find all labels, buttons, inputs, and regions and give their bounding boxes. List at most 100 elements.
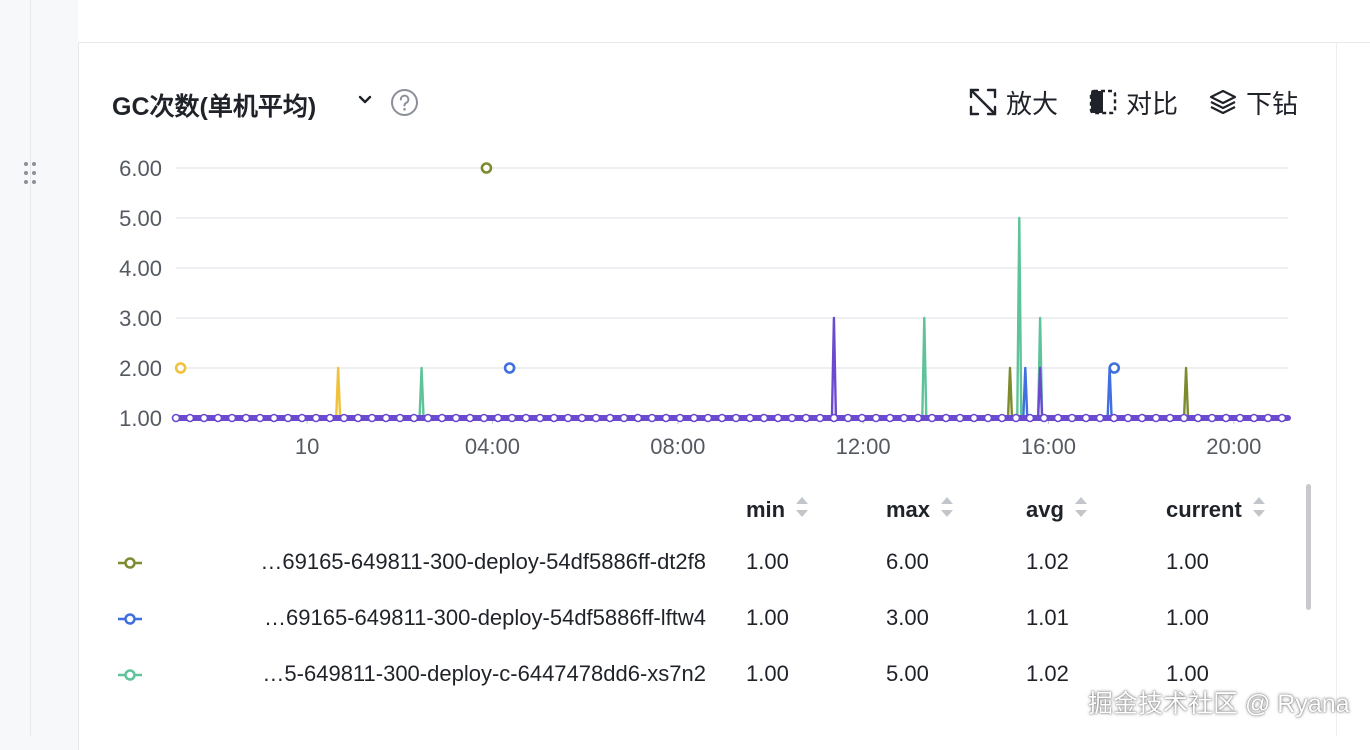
series-point bbox=[255, 413, 265, 423]
series-point bbox=[661, 413, 671, 423]
series-point bbox=[997, 413, 1007, 423]
series-point bbox=[480, 162, 493, 174]
col-header-avg-label: avg bbox=[1026, 497, 1064, 522]
series-point bbox=[1193, 413, 1203, 423]
series-spike bbox=[334, 366, 342, 419]
y-tick-label: 5.00 bbox=[119, 206, 162, 231]
col-header-min-label: min bbox=[746, 497, 786, 522]
y-tick-label: 4.00 bbox=[119, 256, 162, 281]
series-point bbox=[703, 413, 713, 423]
series-point bbox=[1165, 413, 1175, 423]
sort-icon bbox=[1074, 495, 1088, 525]
series-point bbox=[283, 413, 293, 423]
series-point bbox=[1108, 362, 1121, 374]
series-spike bbox=[1182, 366, 1190, 419]
series-point bbox=[955, 413, 965, 423]
series-point bbox=[1039, 413, 1049, 423]
col-header-min[interactable]: min bbox=[746, 495, 809, 525]
series-point bbox=[213, 413, 223, 423]
series-point bbox=[409, 413, 419, 423]
series-point bbox=[773, 413, 783, 423]
series-spike bbox=[1016, 216, 1023, 419]
series-point bbox=[885, 413, 895, 423]
series-marker-icon bbox=[118, 667, 142, 688]
chevron-down-icon[interactable] bbox=[357, 93, 373, 112]
legend-row[interactable]: …69165-649811-300-deploy-54df5886ff-lftw… bbox=[112, 601, 1302, 641]
legend-row[interactable]: …5-649811-300-deploy-c-6447478dd6-xs7n2 … bbox=[112, 657, 1302, 697]
series-avg: 1.02 bbox=[1026, 661, 1069, 686]
drill-label: 下钻 bbox=[1246, 88, 1299, 119]
section-header bbox=[78, 0, 1370, 43]
series-point bbox=[591, 413, 601, 423]
series-avg: 1.01 bbox=[1026, 605, 1069, 630]
series-point bbox=[563, 413, 573, 423]
series-point bbox=[325, 413, 335, 423]
series-point bbox=[1081, 413, 1091, 423]
series-point bbox=[241, 413, 251, 423]
series-spike bbox=[1006, 366, 1014, 419]
legend-scrollbar[interactable] bbox=[1306, 484, 1311, 610]
compare-label: 对比 bbox=[1126, 88, 1179, 119]
zoom-button[interactable]: 放大 bbox=[968, 86, 1059, 119]
y-tick-label: 1.00 bbox=[119, 406, 162, 431]
x-tick-label: 20:00 bbox=[1206, 434, 1261, 459]
series-point bbox=[577, 413, 587, 423]
series-spike bbox=[921, 316, 928, 419]
series-max: 6.00 bbox=[886, 549, 929, 574]
legend-row[interactable]: …69165-649811-300-deploy-54df5886ff-dt2f… bbox=[112, 545, 1302, 585]
series-max: 5.00 bbox=[886, 661, 929, 686]
series-point bbox=[843, 413, 853, 423]
series-point bbox=[437, 413, 447, 423]
panel-divider bbox=[1336, 42, 1337, 736]
left-rail bbox=[0, 0, 30, 736]
series-point bbox=[1095, 413, 1105, 423]
watermark: 掘金技术社区 @ Ryana bbox=[1088, 690, 1350, 718]
series-point bbox=[1263, 413, 1273, 423]
series-point bbox=[507, 413, 517, 423]
series-point bbox=[465, 413, 475, 423]
series-point bbox=[633, 413, 643, 423]
series-marker-icon bbox=[118, 555, 142, 576]
series-current: 1.00 bbox=[1166, 549, 1209, 574]
series-point bbox=[801, 413, 811, 423]
series-point bbox=[535, 413, 545, 423]
x-tick-label: 08:00 bbox=[650, 434, 705, 459]
series-point bbox=[297, 413, 307, 423]
drill-down-button[interactable]: 下钻 bbox=[1208, 86, 1299, 119]
series-name: …69165-649811-300-deploy-54df5886ff-dt2f… bbox=[260, 549, 706, 574]
series-point bbox=[479, 413, 489, 423]
gc-count-chart[interactable]: 1.00 2.00 3.00 4.00 5.00 6.00 10 04:00 08:00 12:0… bbox=[0, 0, 1370, 480]
zoom-label: 放大 bbox=[1006, 88, 1059, 119]
series-marker-icon bbox=[118, 611, 142, 632]
help-icon[interactable] bbox=[390, 88, 419, 122]
series-spike bbox=[1106, 366, 1113, 419]
col-header-avg[interactable]: avg bbox=[1026, 495, 1088, 525]
series-point bbox=[227, 413, 237, 423]
series-point bbox=[1249, 413, 1259, 423]
series-point bbox=[689, 413, 699, 423]
series-point bbox=[1207, 413, 1217, 423]
series-point bbox=[521, 413, 531, 423]
series-point bbox=[451, 413, 461, 423]
series-point bbox=[815, 413, 825, 423]
series-point bbox=[829, 413, 839, 423]
series-point bbox=[759, 413, 769, 423]
series-current: 1.00 bbox=[1166, 605, 1209, 630]
series-point bbox=[503, 362, 516, 374]
series-point bbox=[1235, 413, 1245, 423]
col-header-current[interactable]: current bbox=[1166, 495, 1266, 525]
chart-title[interactable]: GC次数(单机平均) bbox=[112, 93, 317, 121]
series-point bbox=[395, 413, 405, 423]
series-point bbox=[199, 413, 209, 423]
series-point bbox=[423, 413, 433, 423]
drag-handle-icon[interactable] bbox=[20, 153, 40, 193]
series-point bbox=[899, 413, 909, 423]
col-header-max[interactable]: max bbox=[886, 495, 954, 525]
series-point bbox=[381, 413, 391, 423]
series-point bbox=[745, 413, 755, 423]
compare-button[interactable]: 对比 bbox=[1088, 86, 1179, 119]
series-point bbox=[1277, 413, 1287, 423]
series-point bbox=[983, 413, 993, 423]
series-point bbox=[675, 413, 685, 423]
series-avg: 1.02 bbox=[1026, 549, 1069, 574]
